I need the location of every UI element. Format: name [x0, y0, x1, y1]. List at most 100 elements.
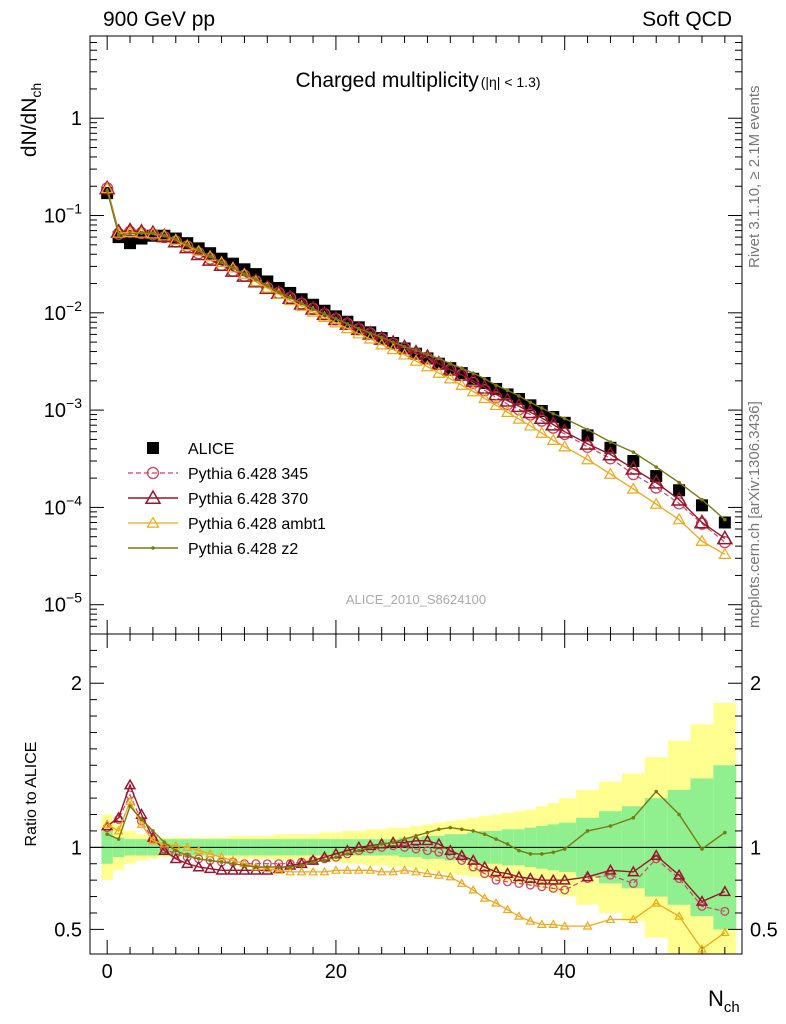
data-point-p370	[293, 295, 310, 310]
ratio-point-ambt1	[491, 898, 501, 907]
ratio-point-ambt1	[205, 848, 215, 858]
data-point-p370	[693, 513, 711, 529]
data-point-z2	[116, 233, 121, 237]
data-point-z2	[459, 366, 464, 370]
ratio-point-p345	[628, 878, 638, 888]
data-point-z2	[585, 427, 590, 432]
data-point-z2	[482, 376, 487, 381]
ratio-point-ambt1	[399, 865, 410, 874]
ratio-point-ambt1	[319, 866, 330, 876]
ratio-point-z2	[231, 861, 235, 866]
data-point-z2	[322, 312, 327, 316]
header-energy: 900 GeV pp	[103, 8, 216, 31]
ratio-point-z2	[654, 789, 659, 794]
ratio-point-z2	[540, 852, 544, 856]
ratio-point-p345	[560, 885, 570, 895]
legend-marker-ALICE	[147, 442, 159, 454]
ratio-point-p370	[398, 835, 411, 847]
ratio-point-p370	[238, 863, 251, 875]
legend-label-p370: Pythia 6.428 370	[188, 491, 308, 508]
data-point-ambt1	[363, 332, 377, 344]
ratio-point-ambt1	[365, 865, 376, 874]
data-point-p370	[602, 445, 619, 461]
ratio-point-ambt1	[342, 865, 353, 874]
data-point-z2	[505, 388, 510, 393]
ratio-point-ambt1	[468, 884, 479, 894]
data-point-p370	[327, 310, 345, 326]
ratio-point-z2	[482, 832, 487, 837]
data-point-ambt1	[546, 433, 560, 445]
ratio-point-p345	[605, 870, 615, 880]
data-point-ambt1	[489, 398, 503, 411]
data-point-ambt1	[340, 321, 354, 334]
ratio-point-z2	[173, 848, 178, 853]
ratio-point-z2	[162, 840, 167, 845]
ratio-point-z2	[139, 817, 144, 822]
ratio-point-z2	[528, 852, 533, 856]
ratio-point-ambt1	[262, 863, 273, 873]
ratio-point-ambt1	[536, 919, 547, 928]
ratio-point-p370	[169, 852, 182, 864]
ratio-point-z2	[505, 842, 510, 846]
data-point-ambt1	[478, 391, 492, 404]
data-point-z2	[471, 371, 475, 375]
data-point-ambt1	[375, 338, 389, 350]
ratio-y-tick-label: 2	[71, 673, 82, 695]
ratio-point-p370	[604, 863, 617, 875]
data-point-z2	[402, 344, 407, 349]
data-point-z2	[425, 353, 430, 357]
data-point-z2	[562, 416, 567, 421]
ratio-point-z2	[391, 840, 395, 845]
ratio-y-tick-label-right: 1	[750, 837, 761, 859]
data-point-ambt1	[123, 225, 137, 238]
data-point-z2	[231, 266, 235, 270]
data-point-ambt1	[203, 249, 217, 262]
data-point-p370	[716, 529, 734, 545]
ratio-point-p370	[272, 862, 285, 874]
data-point-ambt1	[192, 244, 206, 256]
data-point-z2	[208, 254, 212, 259]
ratio-y-tick-label: 0.5	[54, 919, 82, 941]
x-tick-label: 40	[554, 961, 576, 983]
ratio-point-z2	[494, 837, 498, 841]
x-tick-label: 0	[102, 961, 113, 983]
ratio-point-p370	[512, 870, 526, 882]
ratio-point-ambt1	[674, 911, 684, 920]
ratio-frame	[89, 633, 743, 955]
ratio-series-ambt1	[102, 796, 730, 953]
ratio-point-z2	[471, 829, 475, 833]
data-point-z2	[265, 283, 270, 288]
data-point-z2	[254, 277, 258, 282]
ratio-point-p345	[457, 855, 467, 865]
ratio-point-ambt1	[697, 944, 707, 953]
data-point-z2	[677, 480, 681, 485]
ratio-point-ambt1	[308, 866, 318, 876]
ratio-point-ambt1	[331, 865, 341, 874]
ratio-point-ambt1	[479, 893, 490, 902]
ratio-point-ambt1	[113, 825, 124, 835]
ratio-point-p370	[226, 863, 240, 875]
data-point-z2	[540, 406, 544, 410]
ratio-point-ambt1	[411, 866, 421, 876]
data-point-ambt1	[409, 354, 423, 366]
data-point-ambt1	[535, 426, 549, 438]
data-point-z2	[608, 440, 613, 444]
ratio-point-ambt1	[605, 914, 616, 924]
data-point-p370	[384, 334, 402, 349]
ratio-point-p370	[306, 854, 320, 865]
data-point-ambt1	[603, 467, 617, 479]
ratio-point-ambt1	[502, 904, 513, 914]
ratio-y-axis-label: Ratio to ALICE	[23, 742, 40, 847]
ratio-point-z2	[311, 860, 315, 864]
ratio-point-ambt1	[376, 866, 387, 876]
data-point-z2	[368, 331, 373, 335]
data-point-p370	[121, 222, 139, 237]
header-category: Soft QCD	[642, 8, 732, 31]
ratio-point-z2	[551, 850, 556, 855]
ratio-point-ambt1	[216, 852, 227, 861]
data-point-p370	[430, 355, 448, 370]
data-point-ALICE	[673, 484, 686, 497]
data-point-z2	[391, 340, 395, 344]
data-point-ambt1	[386, 342, 400, 355]
